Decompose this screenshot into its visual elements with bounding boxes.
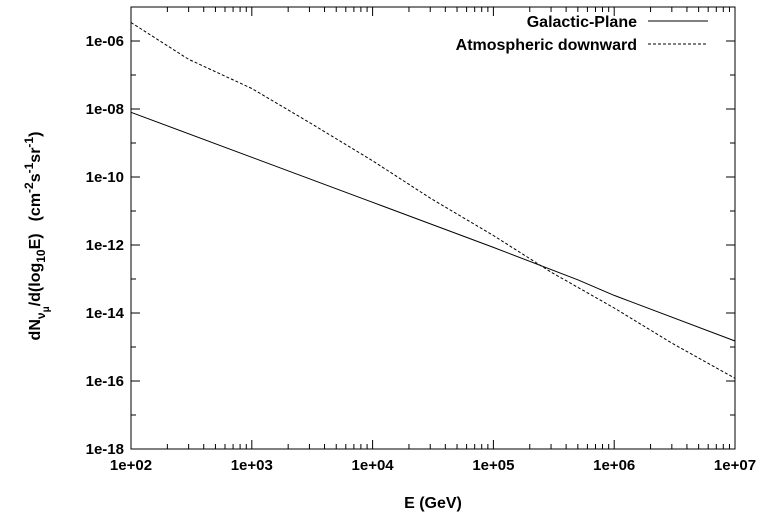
y-axis-ticks: 1e-18 1e-16 1e-14 1e-12 1e-10 1e-08 1e-06 bbox=[86, 33, 735, 458]
legend-label-galactic-plane: Galactic-Plane bbox=[527, 14, 637, 31]
y-axis-title: dNνμ/d(log10E)(cm-2s-1sr-1) bbox=[22, 132, 52, 341]
x-tick-label: 1e+04 bbox=[352, 457, 395, 474]
y-title-suffix: E) bbox=[27, 233, 44, 249]
x-tick-label: 1e+02 bbox=[110, 457, 152, 474]
y-title-time-unit: s bbox=[27, 173, 44, 182]
y-tick-label: 1e-06 bbox=[86, 33, 124, 50]
y-title-area-exponent: -2 bbox=[22, 182, 36, 193]
x-tick-label: 1e+05 bbox=[472, 457, 514, 474]
y-title-prefix: dN bbox=[27, 319, 44, 340]
x-tick-label: 1e+06 bbox=[593, 457, 635, 474]
y-title-solid-angle-exponent: -1 bbox=[22, 137, 36, 148]
y-title-time-exponent: -1 bbox=[22, 162, 36, 173]
y-title-nu-subscript: ν bbox=[34, 312, 48, 319]
series-line-galactic-plane bbox=[130, 111, 736, 342]
legend-label-atmospheric-downward: Atmospheric downward bbox=[456, 37, 637, 54]
series-layer bbox=[130, 22, 736, 379]
plot-frame bbox=[130, 6, 736, 450]
y-title-middle: /d(log bbox=[27, 263, 44, 307]
y-title-units-open: (cm bbox=[27, 193, 44, 221]
series-line-atmospheric-downward bbox=[130, 22, 736, 379]
y-title-solid-angle-unit: sr bbox=[27, 148, 44, 163]
y-tick-label: 1e-08 bbox=[86, 101, 124, 118]
y-tick-label: 1e-10 bbox=[86, 169, 124, 186]
y-tick-label: 1e-16 bbox=[86, 373, 124, 390]
y-title-units-close: ) bbox=[27, 132, 44, 137]
x-tick-label: 1e+03 bbox=[231, 457, 273, 474]
y-tick-label: 1e-12 bbox=[86, 237, 124, 254]
y-title-log-subscript: 10 bbox=[34, 249, 48, 263]
x-tick-label: 1e+07 bbox=[714, 457, 756, 474]
x-axis-title: E (GeV) bbox=[404, 495, 462, 512]
y-tick-label: 1e-18 bbox=[86, 441, 124, 458]
x-axis-ticks: 1e+02 1e+03 1e+04 1e+05 1e+06 1e+07 bbox=[110, 7, 756, 474]
legend: Galactic-Plane Atmospheric downward bbox=[456, 14, 708, 54]
y-tick-label: 1e-14 bbox=[86, 305, 125, 322]
y-title-mu-subscript: μ bbox=[41, 306, 52, 312]
